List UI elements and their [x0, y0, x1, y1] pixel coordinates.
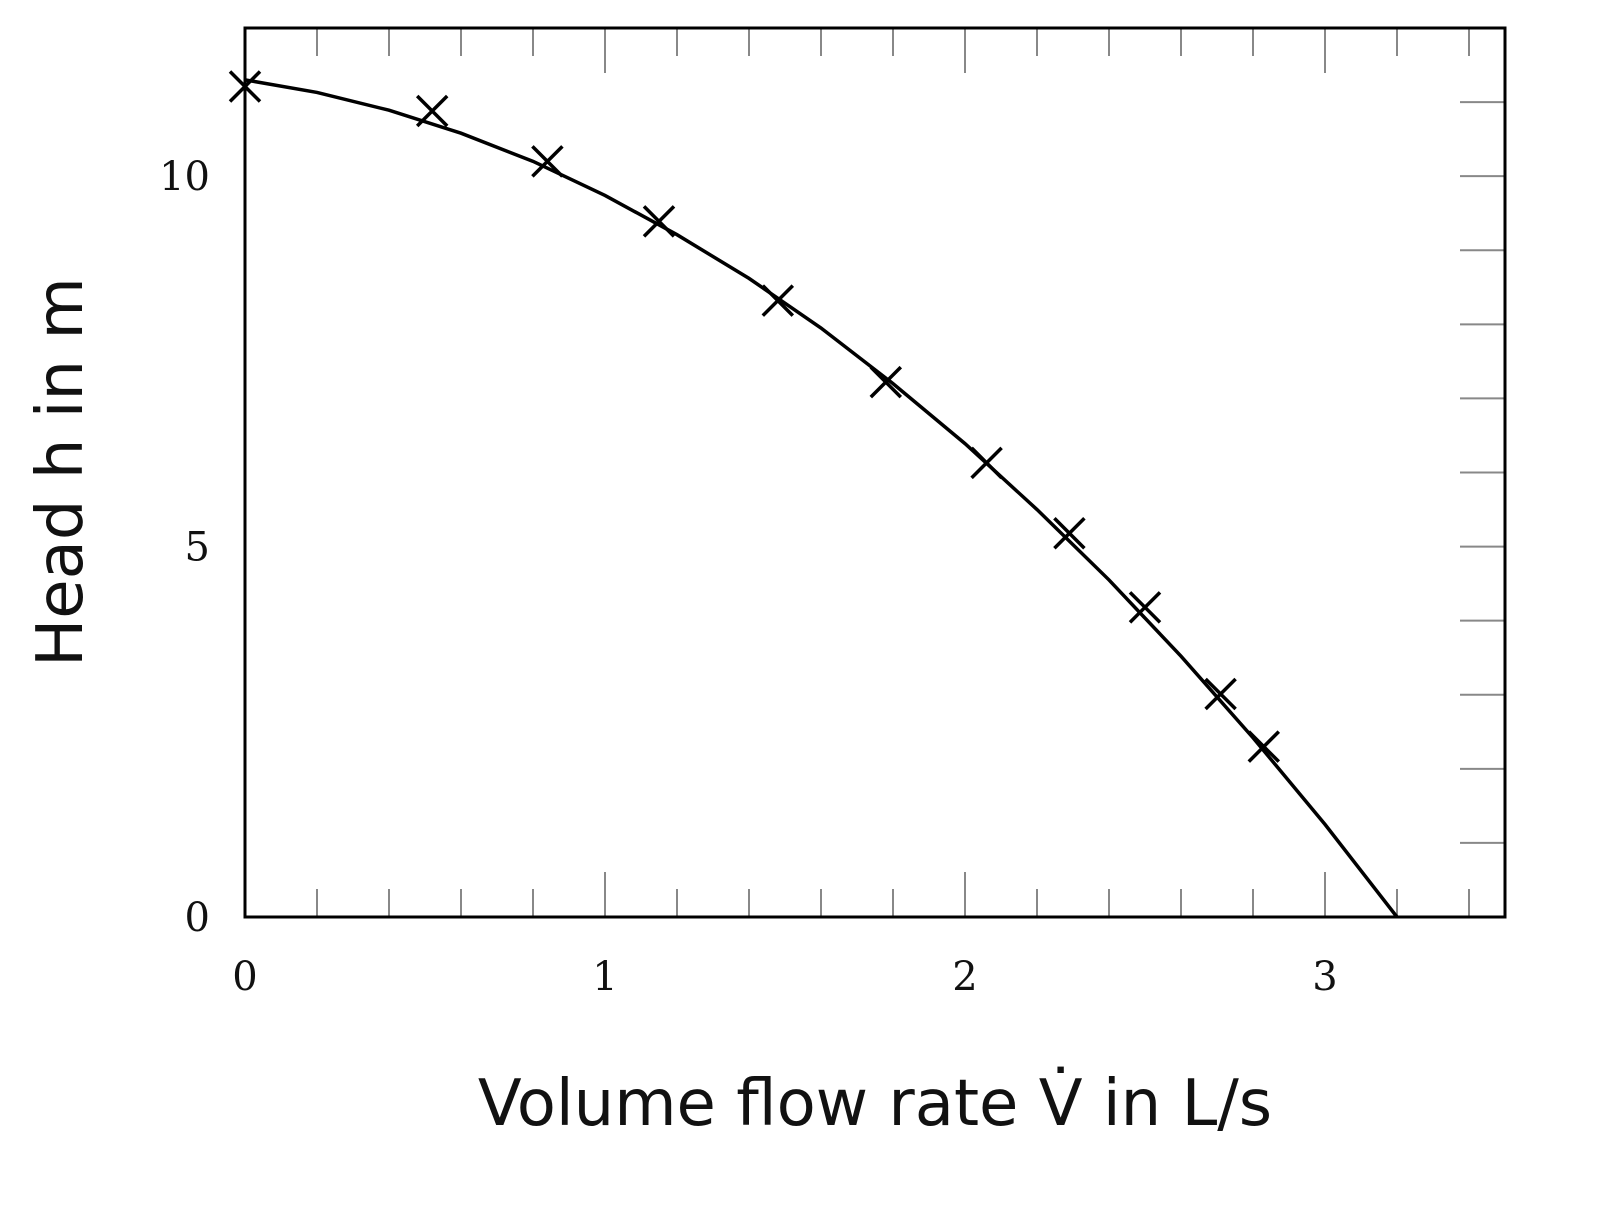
- curve: [244, 78, 1399, 919]
- x-tick-label: 3: [1312, 954, 1337, 1000]
- x-tick-label: 1: [592, 954, 617, 1000]
- y-tick-label: 5: [185, 525, 210, 571]
- y-tick-label: 10: [159, 154, 210, 200]
- data-point: [1053, 517, 1086, 550]
- y-tick-label: 0: [185, 895, 210, 941]
- data-point: [1128, 591, 1162, 624]
- plot-frame: [243, 26, 1507, 919]
- data-point: [228, 70, 262, 103]
- x-axis-label: Volume flow rate V̇ in L/s: [478, 1065, 1272, 1141]
- x-tick-label: 0: [232, 954, 257, 1000]
- y-axis-label: Head h in m: [24, 277, 98, 667]
- data-point: [1204, 677, 1237, 711]
- x-tick-label: 2: [952, 954, 977, 1000]
